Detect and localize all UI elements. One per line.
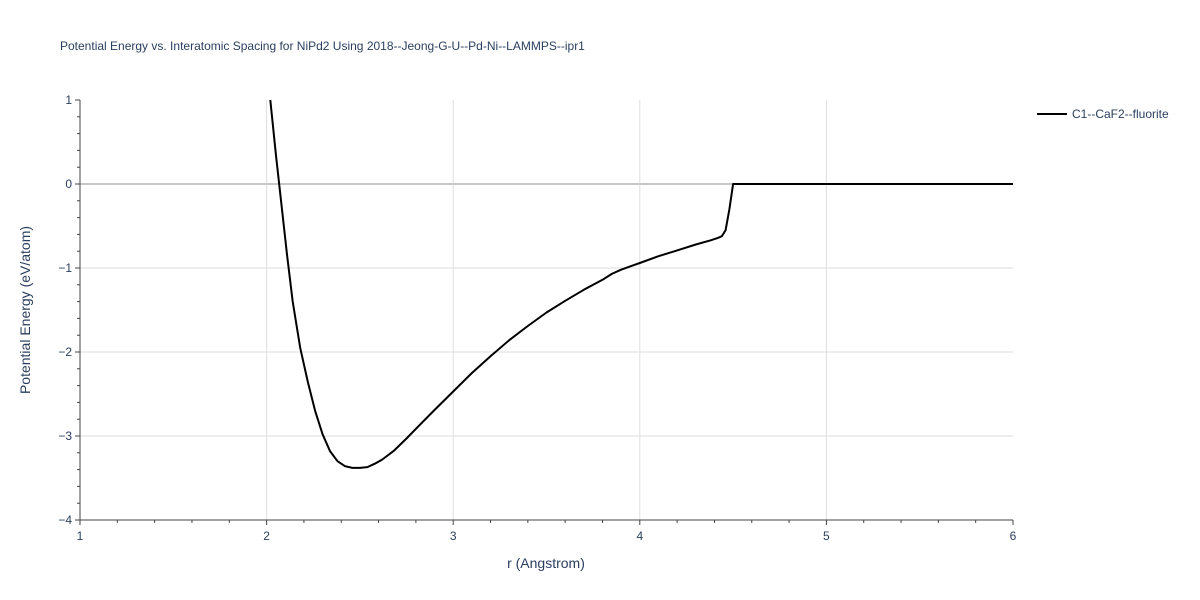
plot-area <box>269 99 1013 469</box>
y-tick-label: −4 <box>58 513 72 527</box>
axes <box>75 99 1014 525</box>
y-tick-label: −2 <box>58 345 72 359</box>
y-tick-label: 0 <box>65 177 72 191</box>
x-tick-label: 5 <box>823 529 830 543</box>
grid <box>80 100 1013 520</box>
legend[interactable]: C1--CaF2--fluorite <box>1037 107 1169 121</box>
y-tick-label: 1 <box>65 93 72 107</box>
x-tick-label: 4 <box>636 529 643 543</box>
y-tick-labels: 1 0 −1 −2 −3 −4 <box>58 93 72 527</box>
x-tick-label: 1 <box>77 529 84 543</box>
x-axis-title: r (Angstrom) <box>507 555 585 571</box>
x-tick-label: 6 <box>1010 529 1017 543</box>
legend-label: C1--CaF2--fluorite <box>1072 107 1169 121</box>
x-tick-label: 2 <box>263 529 270 543</box>
x-tick-labels: 1 2 3 4 5 6 <box>77 529 1017 543</box>
chart-title: Potential Energy vs. Interatomic Spacing… <box>60 39 585 53</box>
y-tick-label: −3 <box>58 429 72 443</box>
y-tick-label: −1 <box>58 261 72 275</box>
x-tick-label: 3 <box>450 529 457 543</box>
series-line[interactable] <box>269 99 1013 469</box>
y-axis-title: Potential Energy (eV/atom) <box>17 226 33 394</box>
